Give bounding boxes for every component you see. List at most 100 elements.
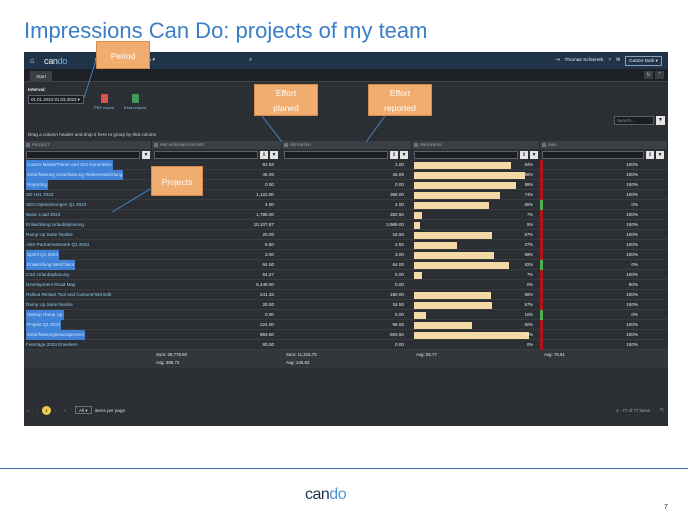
progress-percent: 67% [524,232,533,237]
sort-icon[interactable]: ⇕ [260,151,268,159]
progress-percent: 10% [524,312,533,317]
filter-icon[interactable]: ▼ [142,151,150,159]
excel-export-button[interactable]: Excel export [124,94,146,110]
progress-percent: 0% [526,342,533,347]
reported-value: 0.00 [395,272,404,277]
project-link[interactable]: Zeiterfassung Zeiterfassung Weiterentwic… [26,170,124,180]
sort-icon[interactable]: ⇕ [520,151,528,159]
table-row[interactable]: Sprint Q1 2023 3.00 3.00 69% 100% [24,250,668,260]
risk-indicator [540,190,543,200]
first-page-icon[interactable]: « [27,407,30,413]
filter-reported-input[interactable] [284,151,388,159]
reported-value: 64.00 [392,262,405,267]
filter-project-input[interactable] [26,151,140,159]
table-row[interactable]: ABS-Partnernetzwerk Q1 2023 5.50 2.50 37% 10… [24,240,668,250]
progress-bar [414,171,526,179]
project-link[interactable]: Rollout Restart Tool and CustomField Edt… [26,292,112,297]
reported-value: 0.00 [395,312,404,317]
column-header-effort[interactable]: PRE ASSIGNED EFFORT [152,141,282,149]
project-link[interactable]: CanDo MasterPlaner and 2nd Generation [26,160,113,170]
table-row[interactable]: CanDo MasterPlaner and 2nd Generation 82.… [24,160,668,170]
interval-field[interactable]: 01.01.2023-31.03.2023 ▾ [28,95,84,104]
project-link[interactable]: Reporting [26,180,48,190]
project-link[interactable]: Ramp Up Suite finalize [26,302,73,307]
risk-indicator [540,200,543,210]
page-size-select[interactable]: All ▾ [75,406,92,414]
column-header-reported[interactable]: REPORTED [282,141,412,149]
project-link[interactable]: ABS-Partnernetzwerk Q1 2023 [26,242,90,247]
effort-value: 45.00 [262,172,275,177]
user-name[interactable]: Thomas Schiereth [564,58,604,63]
refresh-icon[interactable]: ↻ [644,71,653,79]
project-link[interactable]: Sprint Q1 2023 [26,250,59,260]
prev-page-icon[interactable]: ‹ [36,407,39,413]
table-row[interactable]: Zeiterfassungsmanagement 963.50 963.50 99% 1… [24,330,668,340]
project-link[interactable]: Projekt Q1 2023 [26,320,62,330]
collapse-icon[interactable]: ^ [655,71,664,79]
help-icon[interactable]: ? [608,58,612,63]
filter-icon[interactable]: ▼ [270,151,278,159]
filter-icon[interactable]: ▼ [656,151,664,159]
column-header-progress[interactable]: PROGRESS [412,141,540,149]
pdf-icon [100,94,108,103]
sort-icon[interactable]: ⇕ [646,151,654,159]
progress-bar [414,241,457,249]
filter-effort-input[interactable] [154,151,258,159]
effort-value: 0.00 [265,182,274,187]
table-row[interactable]: Development Road Map 5,448.00 0.00 0% 90% [24,280,668,290]
project-link[interactable]: Entwicklung WebClient [26,260,75,270]
grid-search-input[interactable]: Search... [614,116,654,125]
table-row[interactable]: Zeiterfassung Zeiterfassung Weiterentwic… [24,170,668,180]
table-row[interactable]: Entwicklung Urlaubsplanung 10,107.87 3,969… [24,220,668,230]
project-link[interactable]: Startup Ramp Up [26,310,64,320]
table-row[interactable]: Feiertage 2023 Erweitern 80.00 0.00 0% 100% [24,340,668,350]
effort-value: 3.00 [265,252,274,257]
search-icon[interactable]: ⌕ [249,57,253,63]
project-link[interactable]: CSS Urlaubsplanung [26,272,69,277]
filter-icon[interactable]: ▼ [530,151,538,159]
project-link[interactable]: Ramp Up Suite finalize [26,232,73,237]
progress-bar [414,251,495,259]
column-header-project[interactable]: PROJECT [24,141,152,149]
progress-percent: 7% [526,212,533,217]
table-row[interactable]: SD HJ1 2023 1,122.00 366.00 74% 100% [24,190,668,200]
table-row[interactable]: SEO-Optimierungen Q1 2023 4.00 4.00 65% 0% [24,200,668,210]
last-page-icon[interactable]: » [63,407,66,413]
filter-icon[interactable]: ▼ [400,151,408,159]
page-current[interactable]: 1 [42,405,51,415]
filter-icon[interactable]: ▼ [656,116,665,125]
tab-start[interactable]: Start [30,71,52,82]
table-row[interactable]: Ramp Up Suite finalize 20.00 18.50 67% 100% [24,230,668,240]
project-link[interactable]: SD HJ1 2023 [26,192,54,197]
filter-progress-input[interactable] [414,151,518,159]
table-row[interactable]: Rollout Restart Tool and CustomField Edt… [24,290,668,300]
pdf-export-button[interactable]: PDF export [94,94,114,110]
mail-icon[interactable]: ✉ [616,58,621,63]
project-link[interactable]: Basic Load 2023 [26,212,61,217]
table-row[interactable]: Ramp Up Suite finalize 20.00 18.50 67% 100% [24,300,668,310]
table-row[interactable]: Entwicklung WebClient 64.00 64.00 82% 0% [24,260,668,270]
project-link[interactable]: Entwicklung Urlaubsplanung [26,222,84,227]
column-header-risk[interactable]: RISK [540,141,668,149]
project-link[interactable]: SEO-Optimierungen Q1 2023 [26,202,87,207]
project-link[interactable]: Feiertage 2023 Erweitern [26,342,78,347]
sort-icon[interactable]: ⇕ [390,151,398,159]
table-row[interactable]: Reporting 0.00 0.00 88% 100% [24,180,668,190]
table-row[interactable]: CSS Urlaubsplanung 54.27 0.00 7% 100% [24,270,668,280]
interval-label: Interval: [28,87,46,92]
reported-value: 0.00 [395,182,404,187]
effort-value: 224.00 [259,322,274,327]
home-icon[interactable]: ⌂ [29,56,35,65]
next-page-icon[interactable]: › [54,407,57,413]
table-row[interactable]: Basic Load 2023 1,789.00 382.50 7% 100% [24,210,668,220]
project-link[interactable]: Zeiterfassungsmanagement [26,330,85,340]
project-link[interactable]: Development Road Map [26,282,76,287]
filter-risk-input[interactable] [542,151,644,159]
theme-select[interactable]: CanDo Dark ▾ [625,55,662,66]
table-row[interactable]: Startup Ramp Up 0.00 0.00 10% 0% [24,310,668,320]
effort-value: 1,122.00 [256,192,274,197]
risk-cell: 100% [540,170,668,180]
items-per-page-label: items per page [94,407,126,413]
table-row[interactable]: Projekt Q1 2023 224.00 96.00 50% 100% [24,320,668,330]
refresh-icon[interactable]: ↻ [660,407,664,412]
